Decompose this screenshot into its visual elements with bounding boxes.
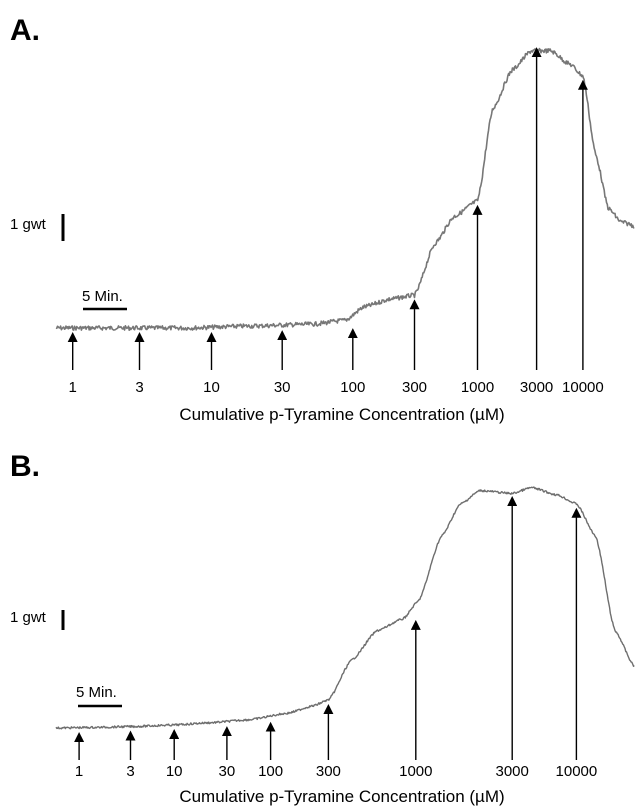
panel-b: B. 1 gwt 5 Min. 1 3 10 30 100 300 1000 3000 1000…	[10, 450, 635, 806]
panel-b-label: B.	[10, 450, 40, 483]
panel-b-force-scale-label: 1 gwt	[10, 609, 47, 626]
panel-a-concentration-label: 1000	[461, 379, 494, 396]
panel-a-concentration-label: 10000	[562, 379, 604, 396]
panel-b-concentration-label: 300	[316, 763, 341, 780]
panel-a: A. 1 gwt 5 Min. 1 3 10 30 100 300 1000 3000 1000…	[10, 14, 635, 424]
panel-b-trace-series	[55, 486, 635, 730]
panel-a-concentration-label: 1	[69, 379, 77, 396]
panel-a-x-axis-label: Cumulative p-Tyramine Concentration (µM)	[179, 405, 504, 424]
panel-a-force-scale-label: 1 gwt	[10, 216, 47, 233]
panel-a-label: A.	[10, 14, 40, 47]
panel-a-concentration-label: 30	[274, 379, 291, 396]
panel-b-concentration-label: 1	[75, 763, 83, 780]
panel-b-time-scale-label: 5 Min.	[76, 684, 117, 701]
panel-b-concentration-label: 100	[258, 763, 283, 780]
panel-b-concentration-label: 10	[166, 763, 183, 780]
panel-a-trace-series	[55, 47, 635, 332]
panel-a-concentration-label: 10	[203, 379, 220, 396]
panel-a-concentration-label: 300	[402, 379, 427, 396]
panel-a-concentration-label: 3	[135, 379, 143, 396]
panel-a-time-scale-label: 5 Min.	[82, 288, 123, 305]
panel-a-concentration-label: 100	[340, 379, 365, 396]
panel-b-concentration-label: 1000	[399, 763, 432, 780]
panel-b-x-axis-label: Cumulative p-Tyramine Concentration (µM)	[179, 787, 504, 806]
panel-b-concentration-label: 3	[126, 763, 134, 780]
panel-a-concentration-label: 3000	[520, 379, 553, 396]
panel-b-concentration-label: 10000	[556, 763, 598, 780]
panel-b-concentration-label: 3000	[496, 763, 529, 780]
panel-b-concentration-label: 30	[219, 763, 236, 780]
